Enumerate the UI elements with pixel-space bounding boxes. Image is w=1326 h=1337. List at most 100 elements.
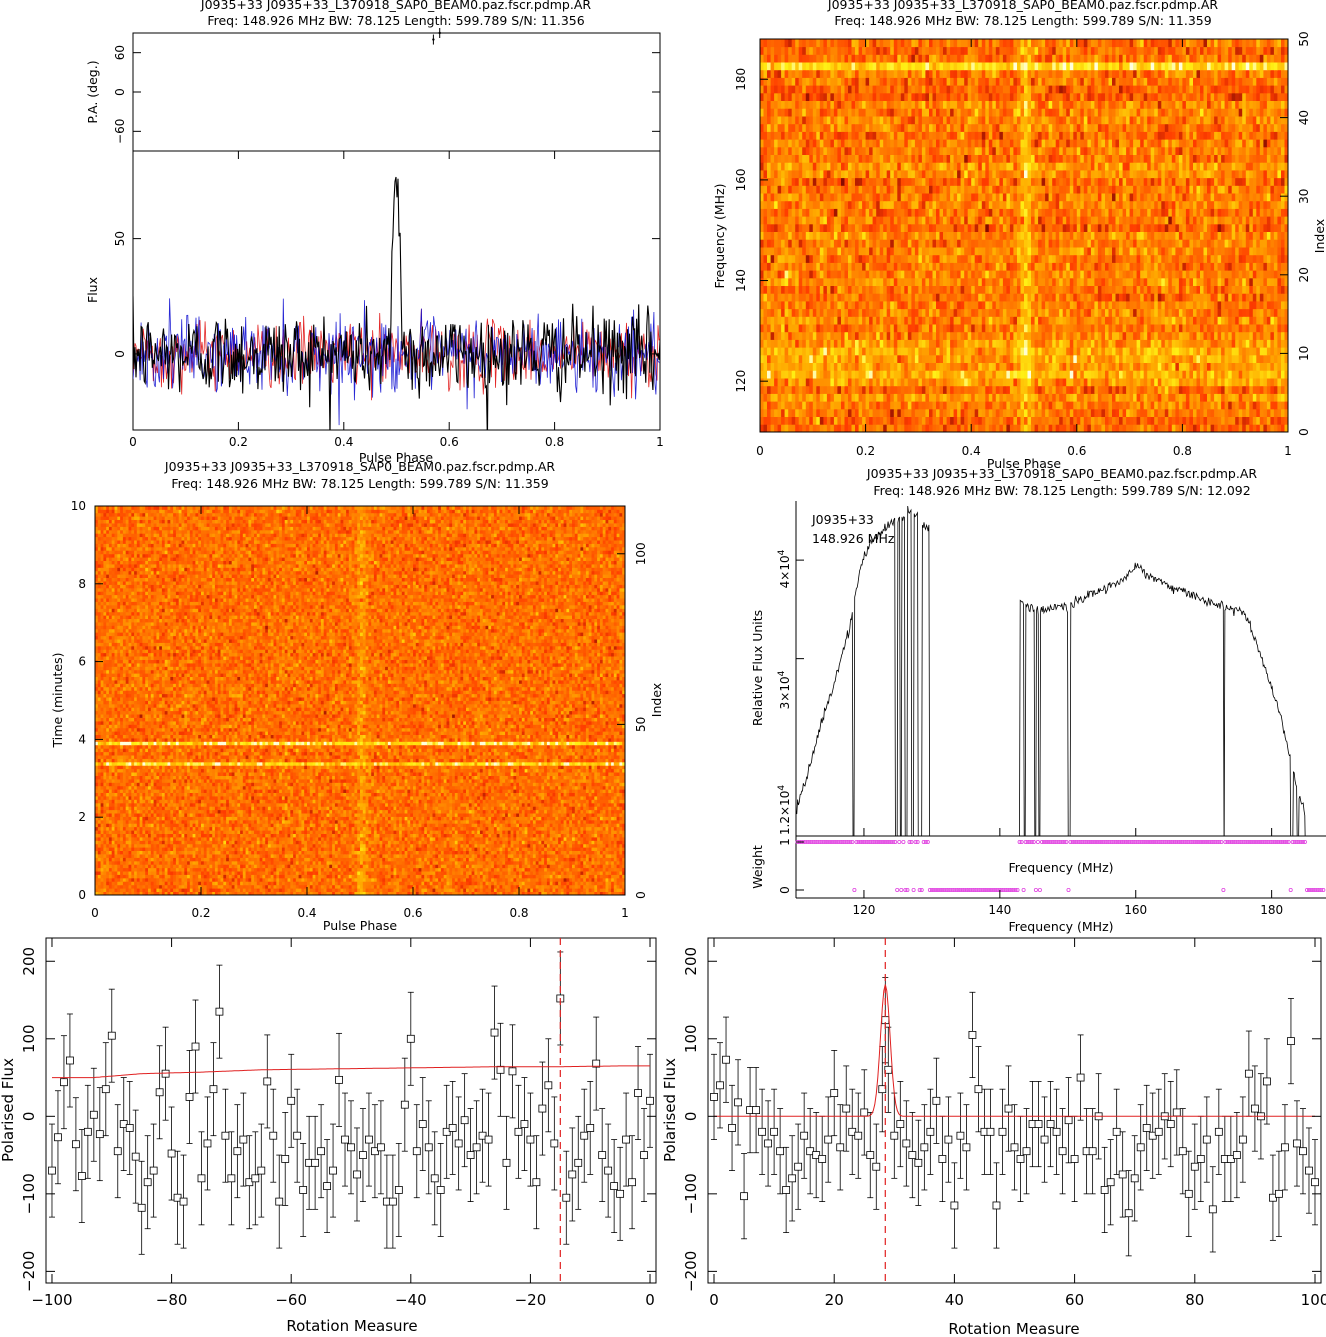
freqphase-cell: [1168, 277, 1173, 286]
freqphase-cell: [936, 223, 941, 232]
freqphase-cell: [992, 231, 997, 240]
freqphase-cell: [1002, 401, 1007, 410]
freqphase-cell: [1200, 416, 1205, 425]
freqphase-cell: [1175, 393, 1180, 402]
freqphase-cell: [855, 301, 860, 310]
freqphase-cell: [1006, 277, 1011, 286]
freqphase-cell: [844, 216, 849, 225]
freqphase-cell: [1214, 270, 1219, 279]
freqphase-cell: [1140, 316, 1145, 325]
freqphase-cell: [1168, 316, 1173, 325]
freqphase-cell: [946, 416, 951, 425]
freqphase-cell: [978, 378, 983, 387]
freqphase-cell: [1256, 331, 1261, 340]
freqphase-cell: [1101, 370, 1106, 379]
freqphase-cell: [1175, 385, 1180, 394]
freqphase-cell: [865, 247, 870, 256]
freqphase-cell: [1214, 277, 1219, 286]
freqphase-cell: [1147, 301, 1152, 310]
freqphase-cell: [883, 177, 888, 186]
freqphase-cell: [1263, 270, 1268, 279]
freqphase-cell: [1263, 362, 1268, 371]
freqphase-cell: [823, 370, 828, 379]
freqphase-cell: [1266, 408, 1271, 417]
freqphase-cell: [1115, 247, 1120, 256]
freqphase-cell: [1119, 254, 1124, 263]
freqphase-cell: [1284, 231, 1288, 240]
freqphase-cell: [777, 354, 782, 363]
freqphase-cell: [1242, 193, 1247, 202]
freqphase-cell: [1175, 277, 1180, 286]
freqphase-cell: [1002, 424, 1007, 432]
freqphase-cell: [1129, 401, 1134, 410]
freqphase-cell: [985, 216, 990, 225]
freqphase-cell: [1059, 308, 1064, 317]
freqphase-cell: [1006, 401, 1011, 410]
freqphase-cell: [939, 416, 944, 425]
freqphase-cell: [1126, 385, 1131, 394]
freqphase-cell: [936, 393, 941, 402]
freqphase-cell: [1238, 200, 1243, 209]
freqphase-cell: [1059, 401, 1064, 410]
freqphase-cell: [1140, 185, 1145, 194]
freqphase-cell: [1133, 270, 1138, 279]
freqphase-cell: [1108, 378, 1113, 387]
freqphase-cell: [795, 285, 800, 294]
freqphase-cell: [911, 277, 916, 286]
freqphase-cell: [788, 262, 793, 271]
freqphase-cell: [883, 285, 888, 294]
freqphase-cell: [1073, 208, 1078, 217]
freqphase-cell: [784, 277, 789, 286]
freqphase-cell: [1207, 185, 1212, 194]
freqphase-cell: [897, 316, 902, 325]
freqphase-cell: [939, 370, 944, 379]
freqphase-cell: [1115, 324, 1120, 333]
freqphase-cell: [1009, 231, 1014, 240]
freqphase-cell: [897, 239, 902, 248]
freqphase-cell: [841, 177, 846, 186]
freqphase-cell: [1228, 185, 1233, 194]
freqphase-cell: [988, 216, 993, 225]
freqphase-cell: [1129, 177, 1134, 186]
freqphase-cell: [1066, 254, 1071, 263]
freqphase-cell: [1207, 362, 1212, 371]
freqphase-cell: [879, 324, 884, 333]
freqphase-cell: [1062, 354, 1067, 363]
freqphase-cell: [1136, 223, 1141, 232]
freqphase-cell: [805, 208, 810, 217]
freqphase-cell: [1013, 370, 1018, 379]
freqphase-cell: [1066, 231, 1071, 240]
freqphase-cell: [943, 362, 948, 371]
freqphase-cell: [791, 277, 796, 286]
freqphase-cell: [848, 285, 853, 294]
freqphase-cell: [1020, 324, 1025, 333]
freqphase-cell: [1140, 370, 1145, 379]
freqphase-cell: [802, 416, 807, 425]
freqphase-cell: [900, 393, 905, 402]
freqphase-cell: [805, 262, 810, 271]
freqphase-cell: [907, 270, 912, 279]
freqphase-cell: [1235, 208, 1240, 217]
freqphase-cell: [777, 247, 782, 256]
freqphase-cell: [774, 347, 779, 356]
freqphase-cell: [1024, 354, 1029, 363]
freqphase-cell: [1245, 239, 1250, 248]
freqphase-cell: [1122, 378, 1127, 387]
freqphase-cell: [1041, 254, 1046, 263]
freqphase-cell: [1105, 370, 1110, 379]
freqphase-cell: [1161, 424, 1166, 432]
freqphase-cell: [851, 416, 856, 425]
freqphase-cell: [1038, 424, 1043, 432]
freqphase-cell: [1062, 324, 1067, 333]
freqphase-cell: [960, 362, 965, 371]
freqphase-cell: [978, 301, 983, 310]
freqphase-cell: [1249, 331, 1254, 340]
freqphase-cell: [918, 277, 923, 286]
freqphase-cell: [904, 339, 909, 348]
freqphase-cell: [1126, 177, 1131, 186]
freqphase-cell: [1277, 308, 1282, 317]
freqphase-cell: [918, 354, 923, 363]
freqphase-cell: [1207, 308, 1212, 317]
freqphase-cell: [1277, 401, 1282, 410]
freqphase-cell: [1207, 216, 1212, 225]
